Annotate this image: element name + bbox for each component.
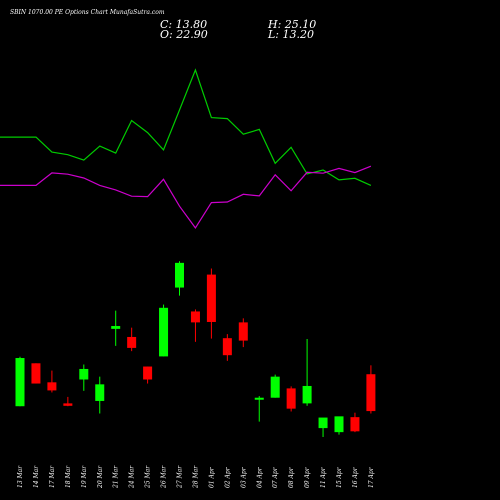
candle bbox=[238, 318, 248, 348]
x-tick-label: 08 Apr bbox=[288, 466, 295, 488]
x-tick-label: 13 Mar bbox=[17, 465, 24, 488]
candle bbox=[286, 386, 296, 412]
candle-body bbox=[286, 388, 296, 409]
x-tick-label: 20 Mar bbox=[97, 465, 104, 489]
candle bbox=[159, 304, 169, 357]
candle-body bbox=[302, 385, 312, 404]
x-tick-label: 28 Mar bbox=[192, 465, 199, 489]
x-tick-label: 15 Apr bbox=[336, 466, 343, 488]
candle bbox=[143, 366, 153, 384]
candle bbox=[190, 309, 200, 342]
x-axis-labels: 13 Mar 14 Mar 17 Mar 18 Mar 19 Mar 20 Mar 21 M… bbox=[17, 465, 375, 489]
candle bbox=[206, 268, 216, 339]
candle-body bbox=[222, 338, 232, 356]
x-tick-label: 11 Apr bbox=[320, 466, 327, 488]
candle-body bbox=[143, 366, 153, 380]
candle bbox=[270, 374, 280, 398]
x-tick-label: 27 Mar bbox=[177, 465, 184, 489]
candle-body bbox=[254, 397, 264, 400]
x-tick-label: 02 Apr bbox=[224, 466, 231, 488]
x-tick-label: 07 Apr bbox=[272, 466, 279, 488]
candle-body bbox=[270, 376, 280, 398]
candle bbox=[318, 417, 328, 437]
candle bbox=[95, 376, 105, 414]
open-value: O: 22.90 bbox=[160, 28, 208, 41]
candle bbox=[127, 327, 137, 352]
x-tick-label: 25 Mar bbox=[145, 465, 152, 489]
candle bbox=[111, 310, 121, 346]
indicator-line-panel bbox=[0, 68, 372, 229]
x-tick-label: 01 Apr bbox=[208, 466, 215, 488]
candle-body bbox=[318, 417, 328, 429]
candle-body bbox=[159, 307, 169, 357]
x-tick-label: 03 Apr bbox=[240, 466, 247, 488]
candle-body bbox=[206, 274, 216, 322]
low-value: L: 13.20 bbox=[267, 28, 314, 41]
candle-body bbox=[238, 322, 248, 341]
candle bbox=[63, 396, 73, 407]
indicator-line-2 bbox=[0, 165, 372, 229]
candle-body bbox=[31, 363, 41, 384]
candle bbox=[47, 370, 57, 393]
x-tick-label: 21 Mar bbox=[113, 465, 120, 489]
candle bbox=[254, 396, 264, 422]
candle-body bbox=[127, 336, 137, 348]
x-tick-label: 24 Mar bbox=[129, 465, 136, 489]
candle bbox=[79, 364, 89, 391]
candlestick-panel bbox=[15, 261, 376, 437]
high-value: H: 25.10 bbox=[267, 18, 316, 31]
x-tick-label: 17 Mar bbox=[49, 465, 56, 488]
candle bbox=[302, 338, 312, 406]
chart-title: SBIN 1070.00 PE Options Chart MunafaSutr… bbox=[10, 9, 165, 16]
candle bbox=[31, 363, 41, 384]
x-tick-label: 16 Apr bbox=[352, 466, 359, 488]
x-tick-label: 26 Mar bbox=[161, 465, 168, 489]
candle-body bbox=[175, 262, 184, 288]
x-tick-label: 19 Mar bbox=[81, 465, 88, 488]
candle-body bbox=[190, 311, 200, 323]
candle-body bbox=[334, 416, 344, 433]
candle bbox=[366, 365, 376, 414]
candle-body bbox=[47, 382, 57, 391]
x-tick-label: 14 Mar bbox=[33, 465, 40, 488]
x-tick-label: 09 Apr bbox=[304, 466, 311, 488]
close-value: C: 13.80 bbox=[160, 18, 207, 31]
x-tick-label: 04 Apr bbox=[256, 466, 263, 488]
candle-body bbox=[111, 326, 121, 329]
candle-body bbox=[63, 403, 73, 406]
candle-body bbox=[79, 368, 89, 380]
candle-body bbox=[95, 384, 105, 401]
candle bbox=[222, 334, 232, 361]
candle bbox=[15, 356, 25, 407]
candle bbox=[350, 412, 360, 433]
candle-body bbox=[366, 374, 376, 412]
x-tick-label: 18 Mar bbox=[65, 465, 72, 488]
candle bbox=[175, 261, 184, 296]
x-tick-label: 17 Apr bbox=[368, 466, 375, 488]
candle-body bbox=[350, 417, 360, 432]
candle bbox=[334, 416, 344, 435]
candle-body bbox=[15, 358, 25, 407]
